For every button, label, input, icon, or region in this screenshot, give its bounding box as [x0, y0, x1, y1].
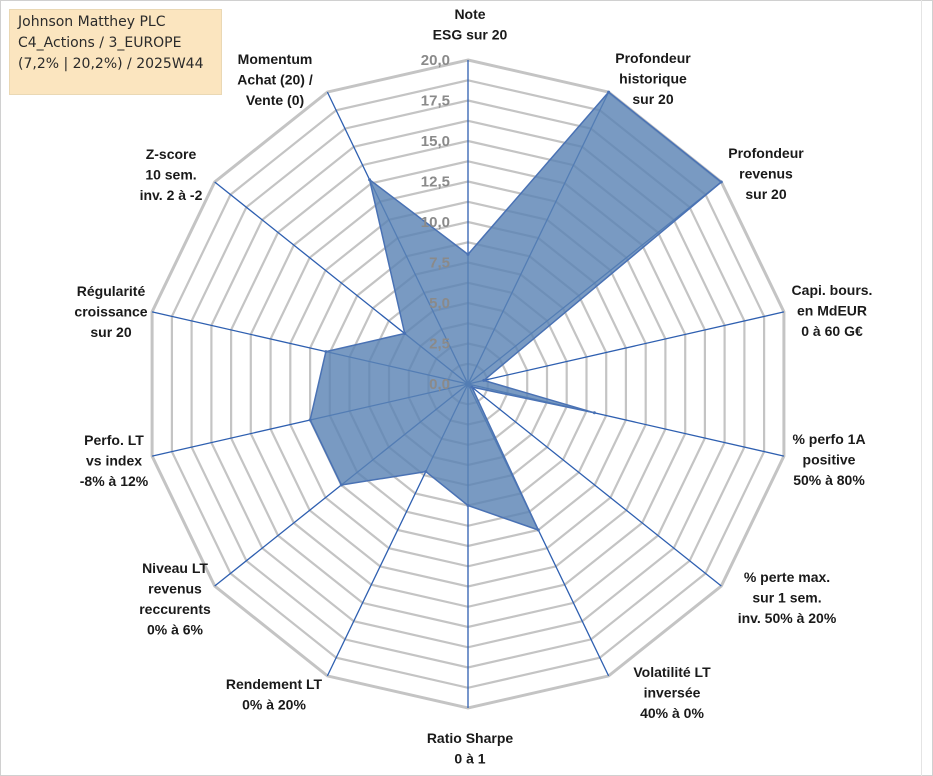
axis-label-line: Perfo. LT	[84, 432, 144, 448]
axis-label: Momentum Achat (20) / Vente (0)	[237, 51, 313, 108]
axis-label-line: 40% à 0%	[640, 705, 704, 721]
axis-label: Profondeur revenus sur 20	[728, 145, 804, 202]
data-point	[470, 385, 474, 389]
axis-spoke	[467, 383, 722, 587]
axis-label-line: positive	[803, 452, 856, 468]
data-point	[324, 350, 328, 354]
axis-label: Ratio Sharpe 0 à 1	[427, 730, 514, 767]
axis-label-line: reccurents	[139, 601, 211, 617]
axis-label-line: -8% à 12%	[80, 473, 149, 489]
tick-label: 2,5	[429, 336, 450, 353]
axis-label-line: sur 20	[745, 186, 786, 202]
axis-label-line: 50% à 80%	[793, 472, 865, 488]
axis-label-line: inv. 50% à 20%	[738, 610, 837, 626]
axis-label: Volatilité LT inversée 40% à 0%	[633, 664, 711, 721]
axis-label-line: vs index	[86, 453, 142, 469]
axis-label-line: Ratio Sharpe	[427, 730, 514, 746]
data-point	[466, 252, 470, 256]
info-period: (7,2% | 20,2%) / 2025W44	[18, 56, 204, 72]
axis-label-line: 0 à 1	[454, 751, 485, 767]
tick-label: 7,5	[429, 255, 450, 272]
axis-label-line: 0% à 20%	[242, 697, 306, 713]
axis-label-line: Profondeur	[728, 145, 804, 161]
window-edge	[921, 0, 922, 776]
data-point	[592, 411, 596, 415]
axis-label-line: % perte max.	[744, 569, 830, 585]
axis-label-line: 0% à 6%	[147, 622, 204, 638]
tick-label: 20,0	[421, 52, 450, 69]
axis-label: Profondeur historique sur 20	[615, 50, 691, 107]
axis-label-line: inversée	[644, 685, 701, 701]
axis-label-line: ESG sur 20	[433, 27, 508, 43]
axis-label: % perte max. sur 1 sem. inv. 50% à 20%	[738, 569, 837, 626]
axis-label-line: sur 20	[632, 91, 673, 107]
axis-label-line: Achat (20) /	[237, 72, 313, 88]
data-point	[536, 528, 540, 532]
tick-label: 0,0	[429, 376, 450, 393]
axis-label-line: Note	[454, 6, 485, 22]
axis-label: Z-score 10 sem. inv. 2 à -2	[140, 146, 203, 203]
data-point	[403, 332, 407, 335]
data-point	[607, 90, 611, 94]
axis-label-line: % perfo 1A	[792, 431, 865, 447]
data-point	[424, 470, 428, 474]
axis-label: Note ESG sur 20	[433, 6, 508, 43]
axis-label: Capi. bours. en MdEUR 0 à 60 G€	[792, 282, 873, 339]
info-company: Johnson Matthey PLC	[18, 14, 166, 30]
data-point	[339, 483, 343, 487]
tick-layer: 0,0 2,5 5,0 7,5 10,0 12,5 15,0 17,5 20,0	[421, 52, 450, 393]
axis-label-line: Z-score	[146, 146, 197, 162]
axis-label-line: Capi. bours.	[792, 282, 873, 298]
axis-label: Perfo. LT vs index -8% à 12%	[80, 432, 149, 489]
tick-label: 5,0	[429, 295, 450, 312]
data-point	[482, 378, 486, 382]
axis-label: Régularité croissance sur 20	[74, 283, 147, 340]
data-point	[466, 504, 470, 507]
data-layer	[308, 90, 723, 532]
axis-label-line: Vente (0)	[246, 92, 304, 108]
data-point	[368, 178, 372, 182]
axis-label-line: croissance	[74, 304, 147, 320]
info-box: Johnson Matthey PLC C4_Actions / 3_EUROP…	[9, 9, 222, 95]
axis-label-line: 10 sem.	[145, 167, 196, 183]
axis-label-line: 0 à 60 G€	[801, 323, 863, 339]
axis-label: % perfo 1A positive 50% à 80%	[792, 431, 865, 488]
label-layer: Note ESG sur 20 Profondeur historique sur 20…	[74, 6, 872, 767]
tick-label: 17,5	[421, 93, 450, 110]
axis-label-line: Profondeur	[615, 50, 691, 66]
axis-label-line: revenus	[148, 581, 202, 597]
axis-label-line: revenus	[739, 166, 793, 182]
info-category: C4_Actions / 3_EUROPE	[18, 35, 182, 51]
axis-label-line: en MdEUR	[797, 303, 867, 319]
axis-label-line: Régularité	[77, 283, 146, 299]
axis-label-line: Niveau LT	[142, 560, 208, 576]
axis-label-line: sur 20	[90, 324, 131, 340]
axis-label-line: inv. 2 à -2	[140, 187, 203, 203]
tick-label: 15,0	[421, 133, 450, 150]
axis-spoke	[467, 311, 785, 385]
axis-label-line: sur 1 sem.	[752, 590, 821, 606]
axis-label-line: Rendement LT	[226, 676, 323, 692]
axis-label-line: Momentum	[238, 51, 313, 67]
axis-label-line: Volatilité LT	[633, 664, 711, 680]
tick-label: 12,5	[421, 174, 450, 191]
tick-label: 10,0	[421, 214, 450, 231]
axis-label: Niveau LT revenus reccurents 0% à 6%	[139, 560, 211, 638]
axis-label-line: historique	[619, 71, 687, 87]
data-point	[719, 180, 723, 184]
data-point	[308, 418, 312, 422]
axis-label: Rendement LT 0% à 20%	[226, 676, 323, 713]
